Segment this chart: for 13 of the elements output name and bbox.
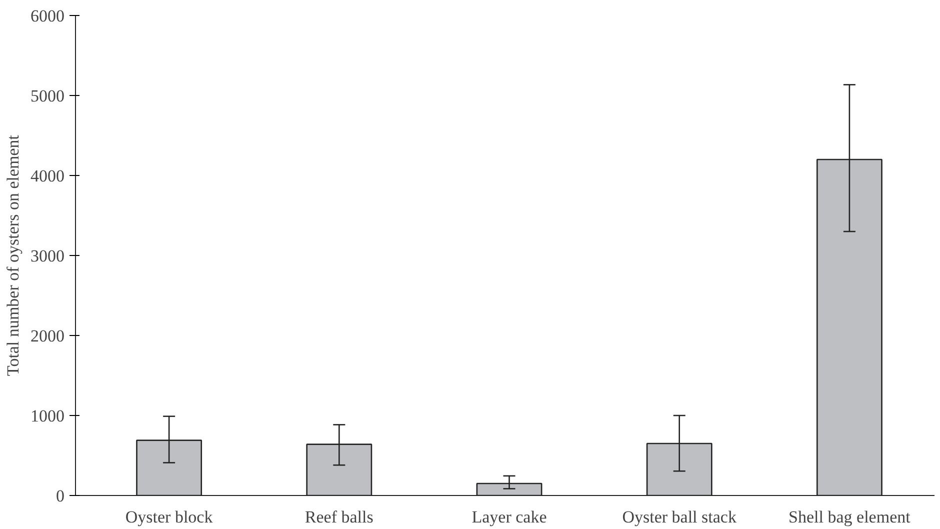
x-tick-label: Layer cake xyxy=(472,508,547,526)
y-axis-title: Total number of oysters on element xyxy=(4,134,22,376)
x-tick-label: Shell bag element xyxy=(788,508,911,526)
x-tick-label: Reef balls xyxy=(304,508,374,526)
y-tick-label: 1000 xyxy=(30,406,64,426)
y-tick-label: 3000 xyxy=(30,246,64,266)
y-tick-label: 4000 xyxy=(30,166,64,186)
y-tick-label: 6000 xyxy=(30,6,64,26)
x-tick-label: Oyster block xyxy=(125,508,214,526)
y-tick-label: 2000 xyxy=(30,326,64,346)
x-tick-label: Oyster ball stack xyxy=(622,508,737,526)
y-tick-label: 0 xyxy=(56,486,64,506)
y-tick-label: 5000 xyxy=(30,86,64,106)
